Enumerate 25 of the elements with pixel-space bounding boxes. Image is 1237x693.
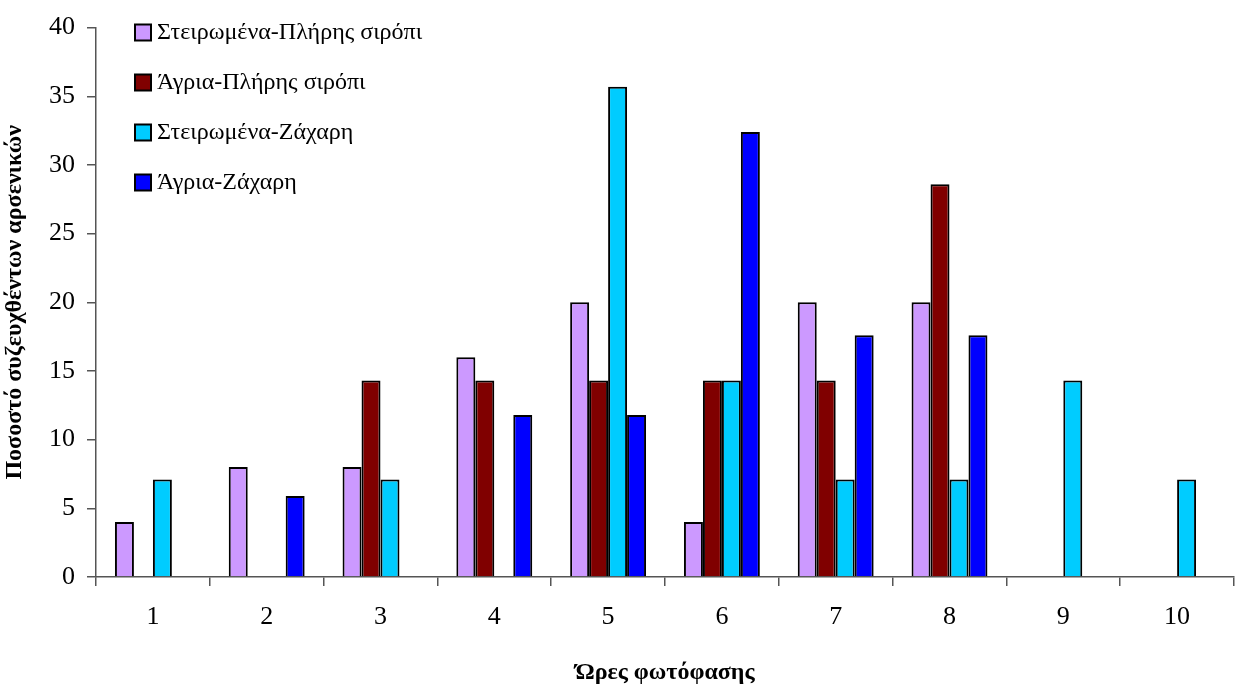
y-tick-label: 25 — [49, 217, 75, 247]
x-axis-title: Ώρες φωτόφασης — [573, 657, 756, 684]
x-tick-label: 9 — [1056, 601, 1070, 631]
x-tick-label: 1 — [146, 601, 160, 631]
x-tick-label: 8 — [943, 601, 956, 631]
legend-label: Άγρια-Πλήρης σιρόπι — [157, 67, 367, 94]
y-tick-label: 20 — [49, 286, 75, 316]
x-tick-label: 4 — [487, 601, 501, 631]
y-tick-label: 40 — [49, 11, 75, 41]
x-tick-label: 7 — [829, 601, 843, 631]
x-tick-label: 3 — [374, 601, 387, 631]
y-tick-label: 35 — [49, 80, 75, 110]
x-tick-label: 10 — [1164, 601, 1191, 631]
y-tick-label: 30 — [49, 148, 75, 178]
x-tick-label: 2 — [260, 601, 274, 631]
y-axis-title: Ποσοστό συζευχθέντων αρσενικών — [0, 124, 26, 480]
y-tick-label: 10 — [49, 423, 75, 453]
y-tick-label: 0 — [62, 560, 75, 590]
legend-label: Στειρωμένα-Πλήρης σιρόπι — [157, 17, 423, 44]
y-tick-label: 5 — [62, 492, 75, 522]
legend-label: Στειρωμένα-Ζάχαρη — [157, 117, 354, 144]
y-tick-label: 15 — [49, 354, 75, 384]
x-tick-label: 6 — [715, 601, 729, 631]
legend-label: Άγρια-Ζάχαρη — [157, 167, 297, 194]
x-tick-label: 5 — [601, 601, 615, 631]
